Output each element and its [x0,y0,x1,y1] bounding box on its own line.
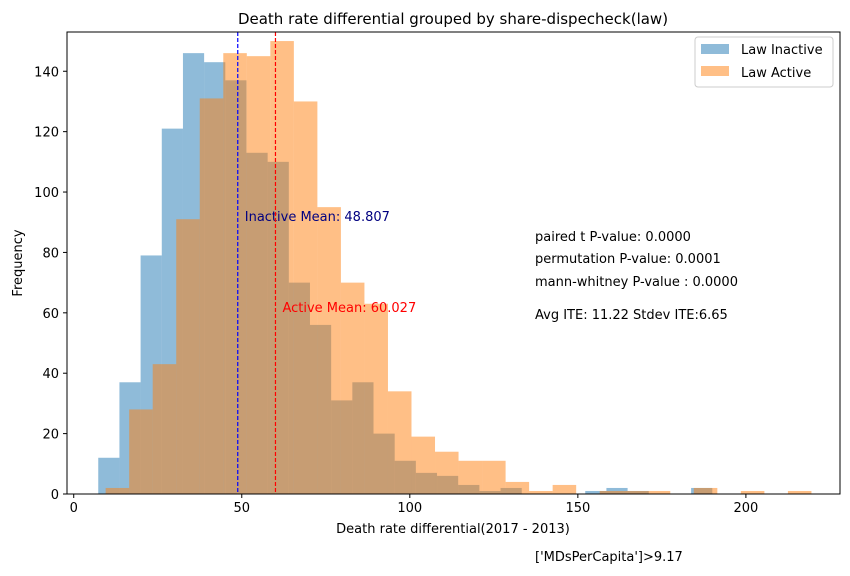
legend-swatch-inactive [701,44,729,54]
y-tick-label: 0 [51,488,59,503]
legend-frame [694,36,834,88]
bar-active-21 [599,490,624,494]
y-tick-label: 80 [42,246,59,261]
bar-active-6 [246,56,271,495]
series-law-active [105,41,812,495]
bar-active-15 [458,460,483,494]
bar-active-11 [364,303,388,494]
bar-active-22 [623,490,647,494]
y-tick-label: 140 [34,65,59,80]
bar-active-13 [411,436,436,494]
y-tick-label: 40 [42,367,59,382]
x-axis-label: Death rate differential(2017 - 2013) [336,522,570,537]
mean-label-1: Active Mean: 60.027 [282,301,416,316]
x-tick-label: 150 [565,501,590,516]
legend: Law Inactive Law Active [694,36,834,88]
bar-active-7 [270,41,294,494]
plot-frame [66,31,841,495]
x-tick-label: 0 [70,501,78,516]
bar-active-17 [505,481,530,494]
annotation-permutation: permutation P-value: 0.0001 [535,252,721,267]
y-tick-label: 120 [34,126,59,141]
mean-label-0: Inactive Mean: 48.807 [245,210,390,225]
bar-inactive-23 [585,490,607,494]
chart-title: Death rate differential grouped by share… [238,10,668,28]
bar-active-2 [152,364,177,494]
x-tick-label: 50 [233,501,250,516]
legend-label-active: Law Active [741,66,811,81]
x-tick-label: 100 [397,501,422,516]
legend-swatch-active [701,66,729,76]
bar-active-23 [646,490,671,494]
legend-label-inactive: Law Inactive [741,43,823,58]
y-tick-label: 60 [42,307,59,322]
bar-active-12 [387,391,412,494]
y-axis-label: Frequency [11,229,26,296]
bar-active-0 [105,487,130,494]
bar-inactive-0 [98,457,120,494]
footnote: ['MDsPerCapita']>9.17 [535,550,683,565]
bar-active-25 [693,487,718,494]
bar-active-19 [552,484,577,494]
bar-active-27 [740,490,765,494]
axis-ticks: 0 50 100 150 200 0 20 40 60 80 100 120 140 [34,65,758,516]
bar-active-16 [482,460,506,494]
x-tick-label: 200 [733,501,758,516]
y-tick-label: 20 [42,428,59,443]
bar-active-8 [293,101,318,494]
bar-active-18 [529,490,553,494]
bar-active-14 [435,451,459,494]
bar-active-1 [129,409,153,494]
y-tick-label: 100 [34,186,59,201]
bar-active-9 [317,207,341,494]
annotation-paired-t: paired t P-value: 0.0000 [535,230,691,245]
bar-active-3 [176,219,200,494]
mean-lines: Inactive Mean: 48.807 Active Mean: 60.027 [237,32,416,494]
bar-active-29 [787,490,812,494]
bar-active-5 [223,53,247,494]
annotation-ite: Avg ITE: 11.22 Stdev ITE:6.65 [535,308,728,323]
stats-annotations: paired t P-value: 0.0000 permutation P-v… [535,230,738,323]
bar-active-4 [199,98,224,495]
annotation-mann-whitney: mann-whitney P-value : 0.0000 [535,275,738,290]
bar-active-10 [340,282,365,494]
